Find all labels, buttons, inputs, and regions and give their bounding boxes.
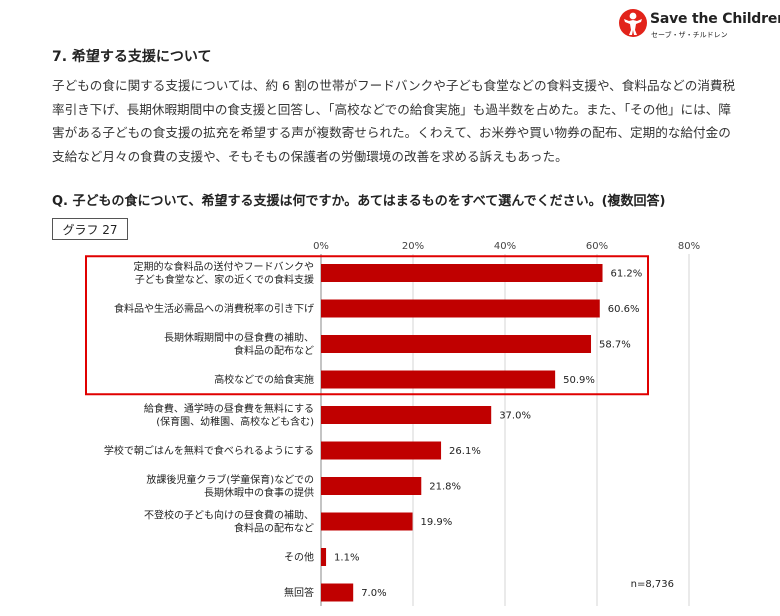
category-label: 学校で朝ごはんを無料で食べられるようにする	[104, 444, 314, 457]
bar	[321, 441, 442, 460]
x-tick-label: 20%	[402, 241, 424, 252]
body-paragraph: 子どもの食に関する支援については、約 6 割の世帯がフードバンクや子ども食堂など…	[52, 78, 736, 164]
category-label: 食料品の配布など	[234, 344, 314, 357]
logo-icon	[619, 9, 647, 37]
bar	[321, 264, 603, 282]
data-label: 37.0%	[499, 411, 531, 422]
category-label: 高校などでの給食実施	[214, 373, 314, 386]
logo-subtitle: セーブ・ザ・チルドレン	[651, 31, 728, 39]
highlight-box	[85, 255, 649, 396]
bar	[321, 406, 492, 424]
category-label: 長期休暇中の食事の提供	[204, 486, 314, 499]
bar	[321, 299, 600, 318]
x-tick-label: 0%	[313, 241, 329, 252]
category-label: 子ども食堂など、家の近くでの食料支援	[135, 273, 314, 286]
category-label: 不登校の子ども向けの昼食費の補助、	[144, 509, 314, 522]
data-label: 19.9%	[421, 517, 453, 528]
sample-size-label: n=8,736	[631, 579, 674, 590]
save-the-children-logo: Save the Children セーブ・ザ・チルドレン	[618, 8, 780, 42]
data-label: 60.6%	[608, 304, 640, 315]
x-tick-label: 40%	[494, 241, 516, 252]
category-label: 定期的な食料品の送付やフードバンクや	[134, 260, 315, 273]
graph-label: グラフ 27	[52, 218, 128, 240]
data-label: 21.8%	[429, 482, 461, 493]
section-title: 7. 希望する支援について	[52, 49, 212, 65]
category-label: 給食費、通学時の昼食費を無料にする	[144, 402, 314, 415]
category-label: 食料品や生活必需品への消費税率の引き下げ	[114, 302, 314, 315]
data-label: 26.1%	[449, 446, 481, 457]
bar	[321, 548, 327, 566]
bar	[321, 477, 422, 495]
data-label: 7.0%	[361, 588, 386, 599]
data-label: 61.2%	[611, 269, 643, 280]
data-label: 1.1%	[334, 553, 359, 564]
x-tick-label: 60%	[586, 241, 608, 252]
category-label: 無回答	[284, 586, 314, 599]
category-label: その他	[284, 551, 314, 564]
bar	[321, 370, 556, 389]
logo-name: Save the Children	[650, 11, 780, 27]
data-label: 50.9%	[563, 375, 595, 386]
bar	[321, 512, 413, 531]
category-label: 放課後児童クラブ(学童保育)などでの	[146, 473, 314, 486]
bar	[321, 583, 354, 602]
bar	[321, 335, 592, 353]
x-tick-label: 80%	[678, 241, 700, 252]
data-label: 58.7%	[599, 340, 631, 351]
question-text: Q. 子どもの食について、希望する支援は何ですか。あてはまるものをすべて選んでく…	[52, 194, 666, 209]
category-label: 長期休暇期間中の昼食費の補助、	[164, 331, 314, 344]
category-label: 食料品の配布など	[234, 522, 314, 535]
category-label: (保育園、幼稚園、高校なども含む)	[156, 415, 314, 428]
